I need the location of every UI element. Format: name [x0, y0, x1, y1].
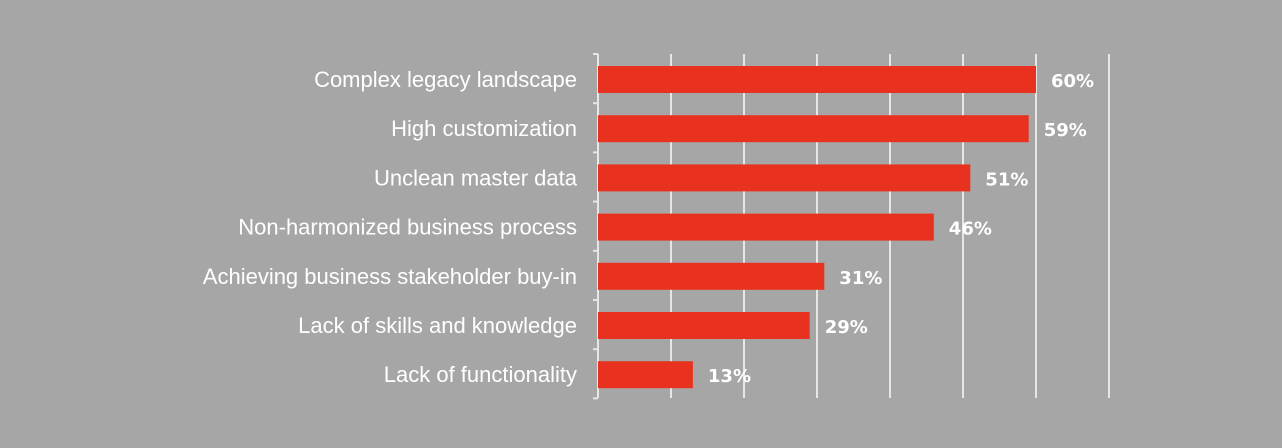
bars	[598, 66, 1036, 389]
category-label-3: Non-harmonized business process	[238, 215, 577, 240]
category-label-5: Lack of skills and knowledge	[298, 313, 577, 338]
bar-4	[598, 262, 825, 290]
category-label-4: Achieving business stakeholder buy-in	[203, 264, 577, 289]
value-label-5: 29%	[825, 317, 868, 338]
category-label-0: Complex legacy landscape	[314, 67, 577, 92]
value-label-0: 60%	[1051, 71, 1094, 92]
bar-6	[598, 361, 693, 389]
gridlines	[593, 53, 1110, 400]
bar-0	[598, 66, 1036, 93]
value-label-6: 13%	[708, 366, 751, 387]
bar-1	[598, 115, 1029, 143]
bar-5	[598, 312, 810, 339]
value-labels: 60% 59% 51% 46% 31% 29% 13%	[708, 71, 1094, 387]
value-label-4: 31%	[839, 268, 882, 289]
value-label-1: 59%	[1044, 120, 1087, 141]
category-label-1: High customization	[391, 116, 577, 141]
value-label-3: 46%	[949, 219, 992, 240]
bar-2	[598, 164, 971, 192]
bar-3	[598, 213, 934, 241]
value-label-2: 51%	[985, 169, 1028, 190]
category-label-6: Lack of functionality	[384, 362, 577, 387]
category-label-2: Unclean master data	[374, 165, 578, 190]
category-labels: Complex legacy landscape High customizati…	[203, 67, 578, 387]
